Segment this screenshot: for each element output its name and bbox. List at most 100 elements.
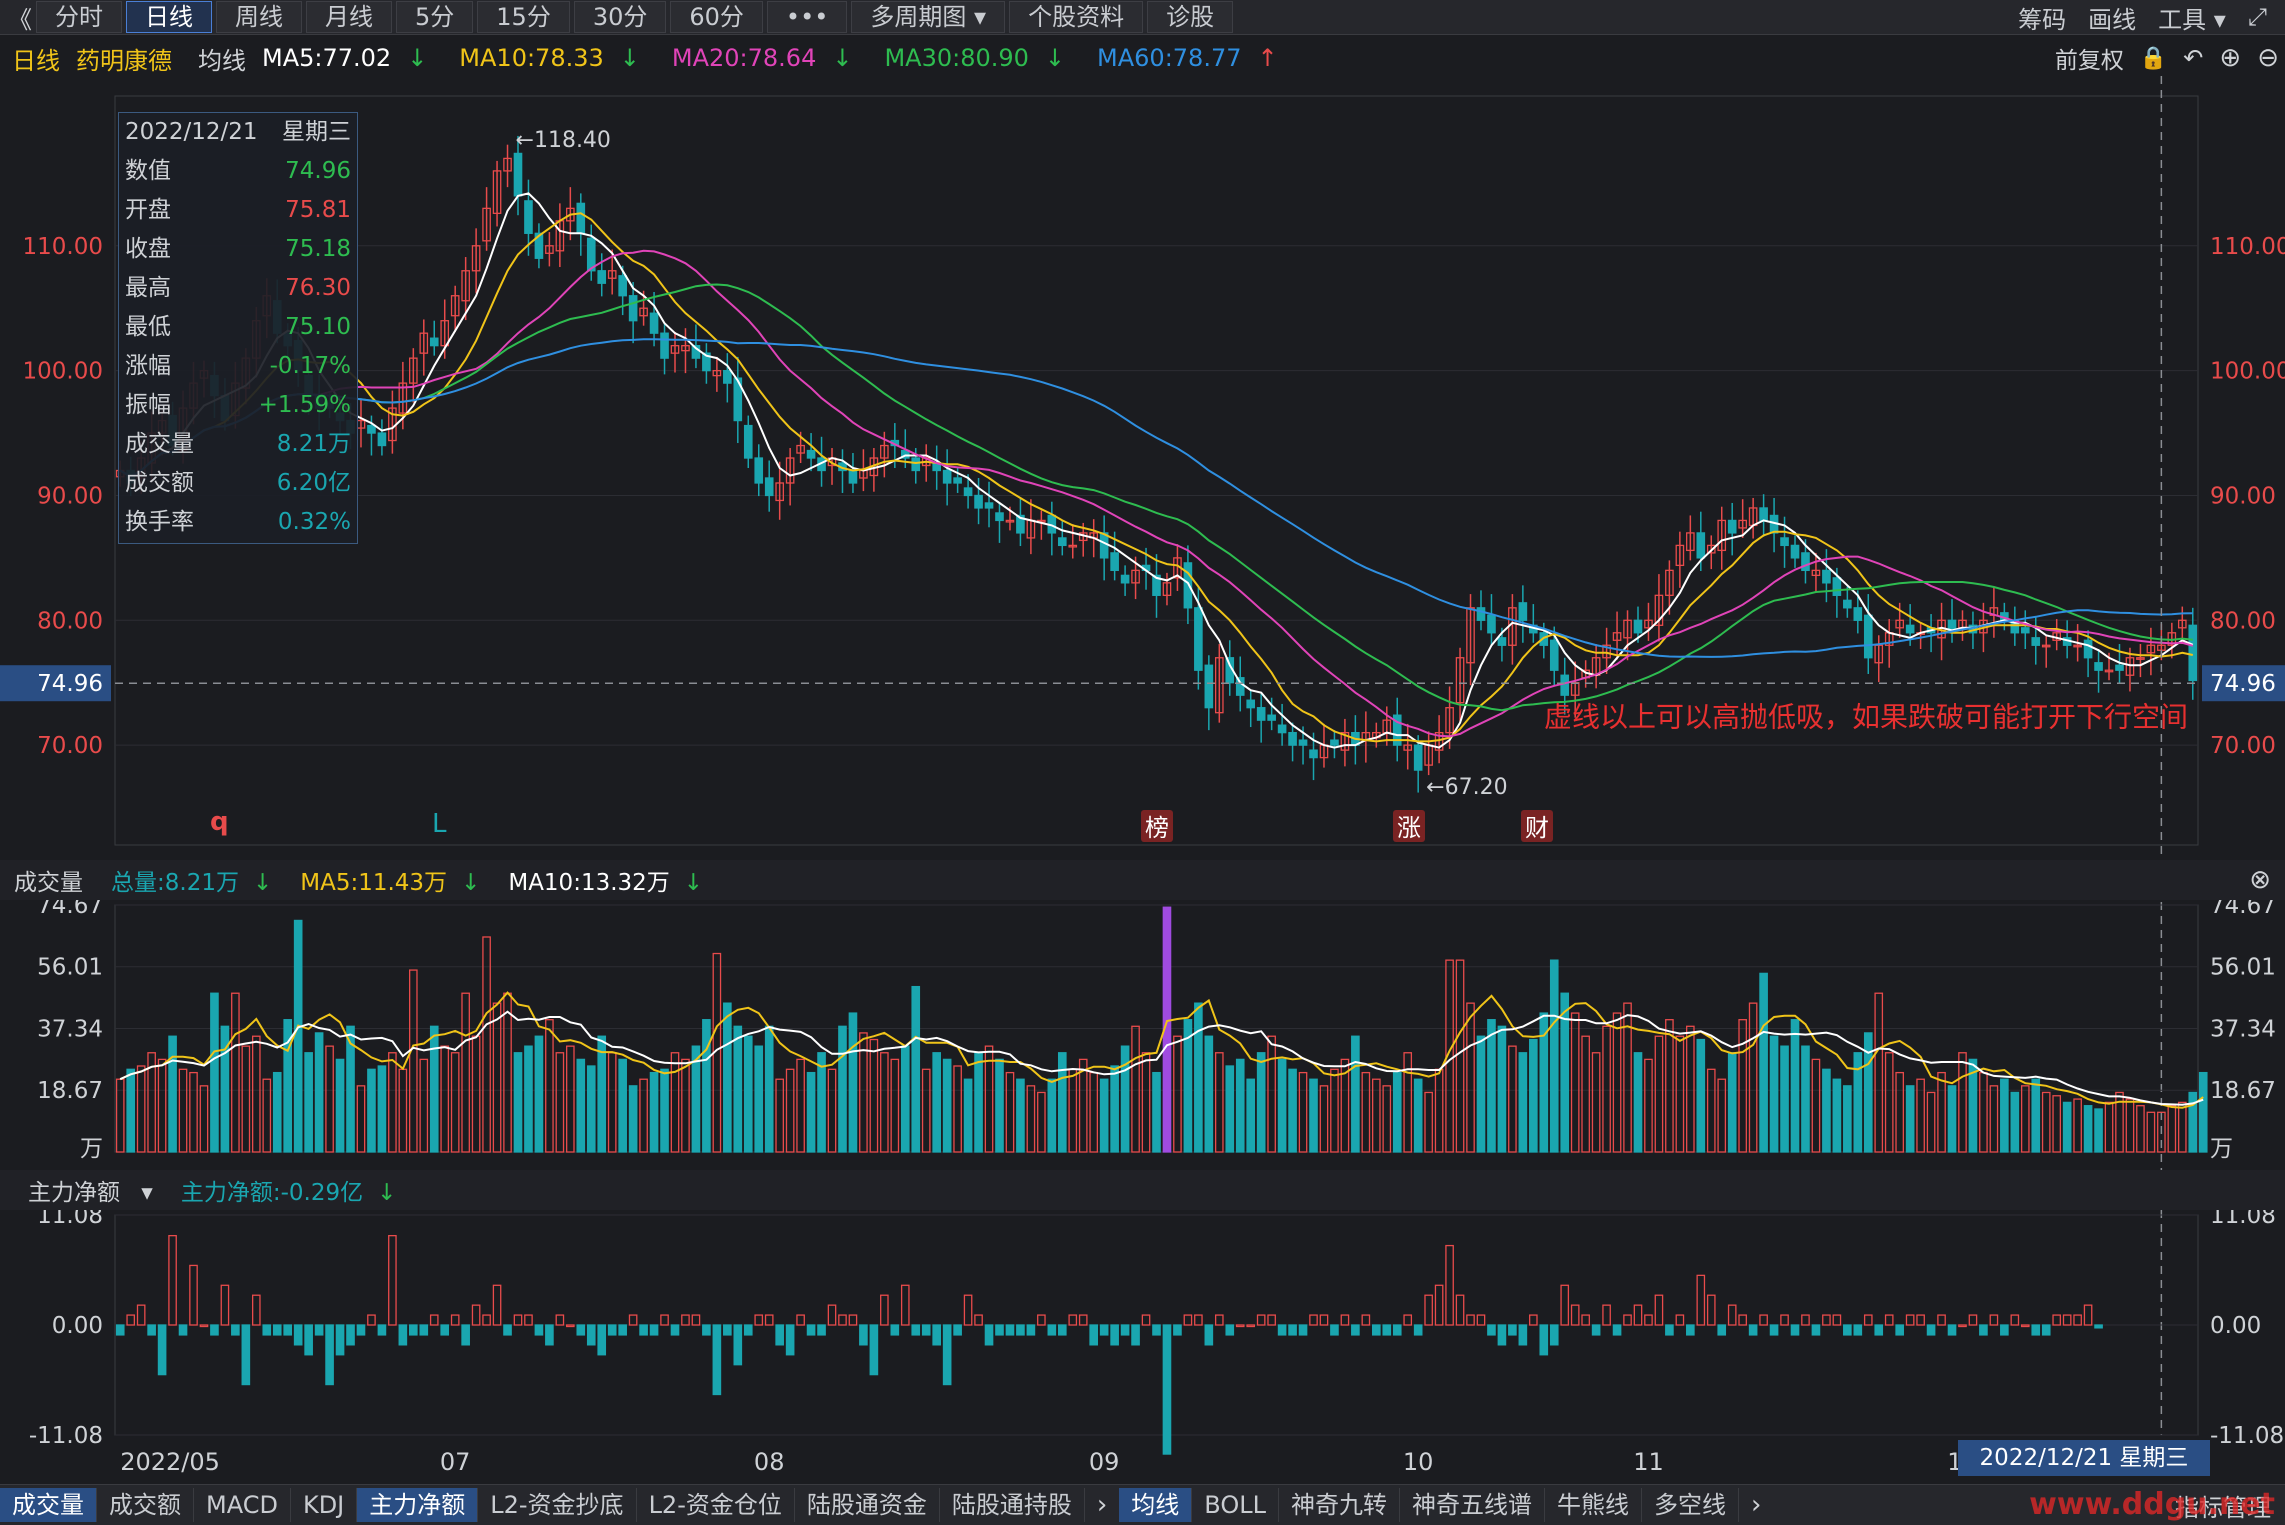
candle-body xyxy=(848,469,858,484)
volume-bar xyxy=(1120,1045,1130,1153)
candle-body xyxy=(702,352,711,372)
tooltip-label: 收盘 xyxy=(125,236,171,262)
flow-bar xyxy=(1549,1324,1559,1346)
candle-body xyxy=(1497,637,1507,646)
flow-bar xyxy=(136,1304,146,1326)
volume-bar xyxy=(1539,1012,1549,1153)
flow-value: 主力净额:-0.29亿 ↓ xyxy=(167,1173,397,1207)
candle-body xyxy=(545,245,554,254)
chips-tool[interactable]: 筹码 xyxy=(2018,5,2067,34)
flow-bar xyxy=(1832,1314,1842,1326)
candle-body xyxy=(1790,544,1800,559)
volume-bar xyxy=(1340,1058,1350,1153)
volume-bar xyxy=(1445,959,1454,1153)
period-tab[interactable]: 15分 xyxy=(477,1,570,33)
volume-bar xyxy=(1958,1052,1967,1153)
indicator-tab[interactable]: L2-资金抄底 xyxy=(478,1488,637,1522)
candle-body xyxy=(440,320,450,347)
volume-bar xyxy=(2041,1091,2051,1153)
period-tab[interactable]: 诊股 xyxy=(1147,1,1234,33)
overlay-tab[interactable]: BOLL xyxy=(1192,1488,1279,1522)
flow-bar xyxy=(1801,1314,1810,1326)
period-tab[interactable]: 月线 xyxy=(306,1,392,33)
candle-body xyxy=(1466,607,1475,664)
tools-menu[interactable]: 工具 ▾ xyxy=(2158,0,2226,35)
flow-bar xyxy=(2062,1314,2072,1326)
up-arrow-icon: ↑ xyxy=(1257,44,1278,72)
adjust-mode[interactable]: 前复权 xyxy=(2054,48,2124,74)
volume-title[interactable]: 成交量 xyxy=(14,870,83,896)
candle-body xyxy=(1131,569,1140,584)
period-tab[interactable]: 日线 xyxy=(126,1,212,33)
indicator-manage[interactable]: 指标管理 xyxy=(2175,1493,2271,1522)
indicator-tab[interactable]: 陆股通持股 xyxy=(940,1488,1085,1522)
indicator-tab[interactable]: KDJ xyxy=(291,1488,358,1522)
ma5-line xyxy=(119,192,2194,749)
candle-body xyxy=(513,152,523,197)
overlay-tab[interactable]: 牛熊线 xyxy=(1545,1488,1642,1522)
event-marker: L xyxy=(432,809,447,839)
period-tab[interactable]: 5分 xyxy=(396,1,474,33)
period-tab[interactable]: 分时 xyxy=(36,1,122,33)
ma-label[interactable]: 均线 xyxy=(198,46,246,75)
candle-body xyxy=(1194,607,1203,671)
indicator-tab[interactable]: MACD xyxy=(194,1488,291,1522)
volume-bar xyxy=(1968,1058,1978,1153)
candle-body xyxy=(2136,657,2145,660)
volume-bar xyxy=(743,1035,753,1153)
indicator-tab[interactable]: L2-资金仓位 xyxy=(637,1488,795,1522)
period-tab[interactable]: ••• xyxy=(766,1,848,33)
indicator-tab[interactable]: 主力净额 xyxy=(357,1488,479,1522)
x-tick-label: 2022/05 xyxy=(120,1448,220,1476)
flow-bar xyxy=(1455,1294,1465,1326)
y-tick-label: 18.67 xyxy=(37,1078,103,1104)
tooltip-row: 成交额 6.20亿 xyxy=(119,464,357,503)
chevron-right-icon[interactable]: › xyxy=(1096,1490,1108,1520)
period-tab[interactable]: 30分 xyxy=(573,1,667,33)
indicator-tab[interactable]: 成交量 xyxy=(0,1488,97,1522)
period-tab[interactable]: 周线 xyxy=(216,1,302,33)
candle-body xyxy=(1612,632,1622,641)
volume-bar xyxy=(2000,1078,2009,1153)
indicator-tab[interactable]: 成交额 xyxy=(97,1488,194,1522)
event-badge-text: 涨 xyxy=(1397,814,1421,842)
undo-icon[interactable]: ↶ xyxy=(2183,44,2204,72)
period-tab[interactable]: 60分 xyxy=(670,1,763,33)
period-tab[interactable]: 个股资料 xyxy=(1009,1,1144,33)
x-tick-label: 07 xyxy=(440,1448,471,1476)
draw-tool[interactable]: 画线 xyxy=(2088,5,2137,34)
period-tab[interactable]: 多周期图 ▾ xyxy=(851,1,1006,33)
volume-bar xyxy=(576,1058,586,1153)
overlay-tab[interactable]: 神奇五线谱 xyxy=(1400,1488,1545,1522)
volume-bar xyxy=(1152,1071,1161,1153)
back-icon[interactable]: 《 xyxy=(8,5,32,34)
flow-bar xyxy=(1759,1314,1768,1326)
flow-bar xyxy=(618,1324,627,1336)
volume-bar xyxy=(1256,1052,1266,1153)
candle-body xyxy=(1288,732,1297,746)
fullscreen-icon[interactable]: ⤢ xyxy=(2247,3,2267,31)
chevron-right-icon[interactable]: › xyxy=(1750,1490,1762,1520)
volume-bar xyxy=(880,1052,889,1153)
lock-icon[interactable]: 🔒 xyxy=(2139,45,2168,71)
overlay-tab[interactable]: 均线 xyxy=(1119,1488,1193,1522)
tooltip-label: 涨幅 xyxy=(125,353,171,379)
down-arrow-icon: ↓ xyxy=(461,870,481,896)
overlay-tab[interactable]: 多空线 xyxy=(1642,1488,1739,1522)
zoom-out-icon[interactable]: ⊖ xyxy=(2257,43,2279,73)
ma10-value: MA10:78.33 ↓ xyxy=(459,44,656,72)
tooltip-value: +1.59% xyxy=(258,392,351,418)
candle-body xyxy=(628,295,638,322)
zoom-in-icon[interactable]: ⊕ xyxy=(2219,43,2242,73)
candle-body xyxy=(723,369,732,384)
close-icon[interactable]: ⊗ xyxy=(2249,865,2271,895)
volume-bar xyxy=(586,1065,596,1153)
stock-name[interactable]: 药明康德 xyxy=(76,46,172,75)
indicator-tab[interactable]: 陆股通资金 xyxy=(795,1488,940,1522)
candle-body xyxy=(2041,644,2051,648)
candle-body xyxy=(1853,607,1863,621)
overlay-tab[interactable]: 神奇九转 xyxy=(1279,1488,1400,1522)
ma60-value: MA60:78.77 ↑ xyxy=(1097,44,1294,72)
volume-bar xyxy=(681,1058,690,1153)
flow-title[interactable]: 主力净额 ▾ xyxy=(14,1173,153,1207)
